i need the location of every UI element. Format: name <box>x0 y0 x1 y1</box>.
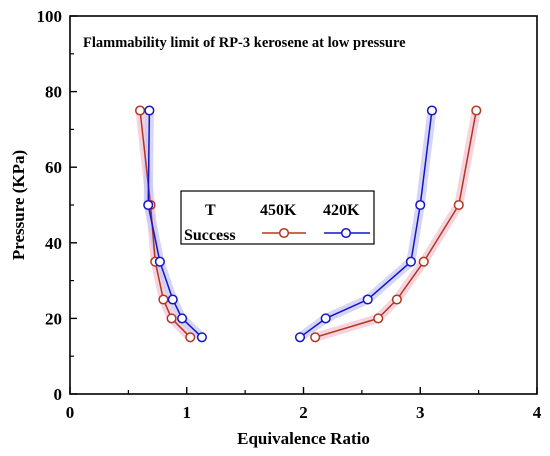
y-tick-label-2: 40 <box>45 234 62 253</box>
point-420K-rich-0 <box>294 332 306 343</box>
point-420K-lean-2 <box>154 256 165 267</box>
x-tick-label-2: 2 <box>299 403 308 422</box>
point-420K-rich-2 <box>362 294 373 305</box>
legend-label-450k: 450K <box>260 202 297 219</box>
point-450K-lean-5 <box>185 332 196 343</box>
x-tick-label-4: 4 <box>533 403 542 422</box>
y-tick-label-4: 80 <box>45 83 62 102</box>
y-tick-label-5: 100 <box>37 7 63 26</box>
legend-label-420k: 420K <box>323 202 360 219</box>
y-tick-label-1: 20 <box>45 309 62 328</box>
legend-header-t: T <box>205 202 216 219</box>
chart-title: Flammability limit of RP-3 kerosene at l… <box>83 35 406 51</box>
series-layer <box>135 105 482 343</box>
x-tick-label-3: 3 <box>416 403 425 422</box>
point-450K-rich-0 <box>310 332 321 343</box>
point-420K-lean-5 <box>196 332 207 343</box>
legend-marker-420K <box>340 227 352 239</box>
line-450K-rich <box>314 110 478 339</box>
y-tick-label-0: 0 <box>54 385 63 404</box>
point-450K-lean-3 <box>158 294 169 305</box>
point-420K-rich-5 <box>426 105 437 116</box>
y-tick-label-3: 60 <box>45 158 62 177</box>
point-420K-rich-1 <box>320 313 331 324</box>
point-450K-rich-1 <box>373 313 384 324</box>
y-axis-title: Pressure (KPa) <box>9 150 28 260</box>
point-450K-lean-4 <box>166 313 177 324</box>
line-420K-rich <box>299 110 433 338</box>
point-450K-rich-3 <box>418 256 429 267</box>
point-450K-lean-0 <box>135 105 146 116</box>
point-450K-rich-2 <box>391 294 402 305</box>
point-420K-lean-0 <box>144 105 155 116</box>
legend-header-success: Success <box>184 227 236 244</box>
point-450K-rich-5 <box>471 105 482 116</box>
point-420K-lean-3 <box>167 294 178 305</box>
x-tick-label-1: 1 <box>183 403 192 422</box>
x-tick-label-0: 0 <box>66 403 75 422</box>
point-420K-rich-4 <box>415 199 426 211</box>
point-420K-lean-4 <box>177 313 188 324</box>
legend: T Success 450K 420K <box>180 190 375 245</box>
point-420K-lean-1 <box>143 199 154 211</box>
point-420K-rich-3 <box>405 256 416 267</box>
point-450K-rich-4 <box>453 199 464 211</box>
legend-swatches <box>262 227 370 239</box>
x-axis-title: Equivalence Ratio <box>237 429 370 448</box>
legend-marker-450K <box>278 227 290 239</box>
